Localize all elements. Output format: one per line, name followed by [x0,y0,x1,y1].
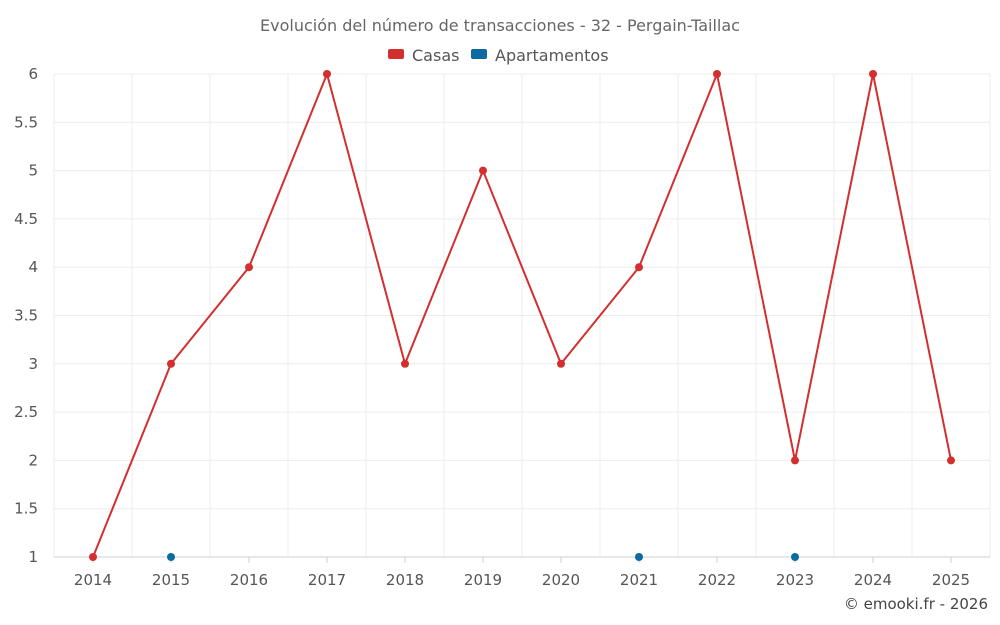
x-tick-label: 2024 [854,571,892,589]
data-point-casas[interactable] [557,359,565,368]
credit-text: © emooki.fr - 2026 [844,595,988,613]
x-axis: 2014 2015 2016 2017 2018 2019 2020 2021 2022 2023… [54,556,990,589]
x-tick-label: 2023 [776,571,814,589]
y-tick-label: 2 [28,451,38,469]
data-point-apartamentos[interactable] [635,553,643,561]
x-tick-label: 2016 [230,571,268,589]
legend-item-apartamentos[interactable]: Apartamentos [471,46,609,65]
x-tick-label: 2025 [932,571,970,589]
y-tick-label: 4.5 [14,210,38,228]
y-tick-label: 1.5 [14,500,38,518]
x-tick-label: 2021 [620,571,658,589]
data-point-casas[interactable] [167,359,175,368]
data-point-casas[interactable] [791,456,799,465]
legend: Casas Apartamentos [388,46,609,65]
y-axis: 1 1.5 2 2.5 3 3.5 4 4.5 5 5.5 6 [14,65,38,566]
legend-swatch-casas [388,49,404,59]
legend-swatch-apartamentos [471,49,487,59]
data-point-apartamentos[interactable] [167,553,175,561]
data-point-casas[interactable] [635,263,643,272]
y-tick-label: 5.5 [14,113,38,131]
y-tick-label: 3.5 [14,307,38,325]
x-tick-label: 2018 [386,571,424,589]
x-tick-label: 2020 [542,571,580,589]
x-tick-label: 2014 [74,571,112,589]
y-tick-label: 5 [28,162,38,180]
y-tick-label: 1 [28,548,38,566]
x-tick-label: 2022 [698,571,736,589]
y-tick-label: 6 [28,65,38,83]
x-tick-label: 2019 [464,571,502,589]
data-point-casas[interactable] [479,166,487,175]
legend-label-casas: Casas [412,46,459,65]
data-point-casas[interactable] [89,553,97,561]
grid [53,73,991,558]
chart-title: Evolución del número de transacciones - … [260,16,740,35]
data-point-casas[interactable] [401,359,409,368]
data-point-apartamentos[interactable] [791,553,799,561]
legend-item-casas[interactable]: Casas [388,46,459,65]
y-tick-label: 4 [28,258,38,276]
y-tick-label: 3 [28,355,38,373]
legend-label-apartamentos: Apartamentos [495,46,609,65]
data-point-casas[interactable] [245,263,253,272]
series [89,70,955,561]
data-point-casas[interactable] [869,70,877,78]
y-tick-label: 2.5 [14,403,38,421]
x-tick-label: 2017 [308,571,346,589]
data-point-casas[interactable] [323,70,331,78]
x-tick-label: 2015 [152,571,190,589]
data-point-casas[interactable] [947,456,955,465]
series-line-casas [92,73,952,558]
data-point-casas[interactable] [713,70,721,78]
